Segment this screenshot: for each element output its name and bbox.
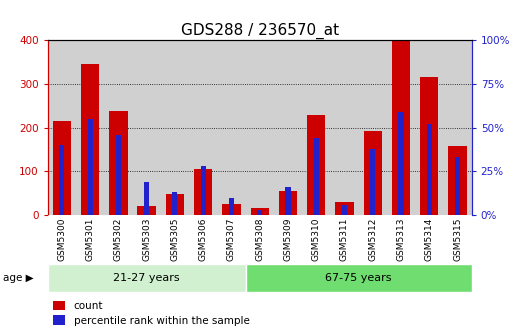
Bar — [144, 182, 149, 215]
Text: 21-27 years: 21-27 years — [113, 273, 180, 283]
Bar — [257, 210, 262, 215]
Bar — [52, 121, 71, 215]
Bar — [314, 138, 319, 215]
Bar — [359, 40, 387, 215]
Bar — [274, 40, 302, 215]
Text: GSM5312: GSM5312 — [368, 217, 377, 261]
Bar — [137, 206, 156, 215]
Text: GDS288 / 236570_at: GDS288 / 236570_at — [181, 23, 339, 39]
Bar — [132, 40, 161, 215]
Bar — [109, 111, 128, 215]
Bar — [48, 40, 76, 215]
Bar — [448, 146, 467, 215]
Text: GSM5301: GSM5301 — [86, 217, 94, 261]
Text: 67-75 years: 67-75 years — [325, 273, 392, 283]
Bar — [166, 194, 184, 215]
Bar — [307, 116, 325, 215]
Bar — [189, 40, 217, 215]
Text: GSM5314: GSM5314 — [425, 217, 434, 261]
Text: GSM5302: GSM5302 — [114, 217, 123, 261]
Bar — [364, 131, 382, 215]
Text: age ▶: age ▶ — [3, 273, 33, 283]
Bar — [245, 264, 472, 292]
Bar — [415, 40, 444, 215]
Bar — [48, 264, 245, 292]
Text: GSM5309: GSM5309 — [284, 217, 293, 261]
Bar — [200, 166, 206, 215]
Bar — [251, 208, 269, 215]
Text: GSM5307: GSM5307 — [227, 217, 236, 261]
Bar — [370, 149, 375, 215]
Bar — [455, 157, 460, 215]
Bar — [342, 205, 347, 215]
Text: GSM5315: GSM5315 — [453, 217, 462, 261]
Bar — [399, 112, 404, 215]
Bar — [427, 124, 432, 215]
Bar — [229, 198, 234, 215]
Bar — [330, 40, 359, 215]
Bar — [104, 40, 132, 215]
Text: GSM5308: GSM5308 — [255, 217, 264, 261]
Text: GSM5311: GSM5311 — [340, 217, 349, 261]
Text: GSM5305: GSM5305 — [171, 217, 179, 261]
Bar — [81, 65, 99, 215]
Bar — [59, 145, 65, 215]
Bar — [87, 119, 93, 215]
Bar — [245, 40, 274, 215]
Bar — [172, 192, 178, 215]
Bar — [222, 204, 241, 215]
Bar — [387, 40, 415, 215]
Bar — [420, 77, 438, 215]
Bar — [444, 40, 472, 215]
Text: GSM5310: GSM5310 — [312, 217, 321, 261]
Legend: count, percentile rank within the sample: count, percentile rank within the sample — [53, 301, 250, 326]
Text: GSM5303: GSM5303 — [142, 217, 151, 261]
Bar — [76, 40, 104, 215]
Bar — [335, 202, 354, 215]
Bar — [217, 40, 245, 215]
Bar — [285, 187, 290, 215]
Bar — [194, 169, 213, 215]
Text: GSM5300: GSM5300 — [57, 217, 66, 261]
Bar — [161, 40, 189, 215]
Bar — [279, 191, 297, 215]
Text: GSM5306: GSM5306 — [199, 217, 208, 261]
Bar — [116, 135, 121, 215]
Bar — [302, 40, 330, 215]
Text: GSM5313: GSM5313 — [396, 217, 405, 261]
Bar — [392, 40, 410, 215]
